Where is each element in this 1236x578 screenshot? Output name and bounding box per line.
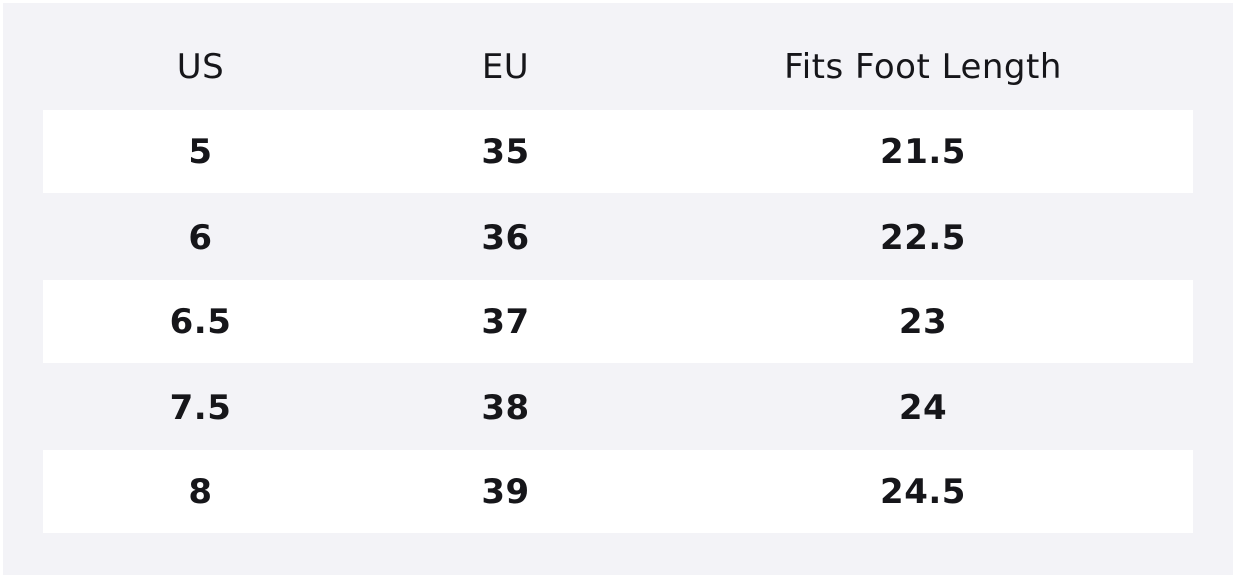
cell-us: 7.5: [169, 387, 232, 428]
header-foot-length: Fits Foot Length: [784, 47, 1062, 87]
table-row: 6 36 22.5: [43, 195, 1193, 280]
table-row: 5 35 21.5: [43, 110, 1193, 193]
cell-foot-length: 21.5: [880, 131, 966, 172]
size-chart-panel: US EU Fits Foot Length 5 35 21.5 6 36 22…: [3, 3, 1233, 575]
cell-us: 8: [188, 471, 213, 512]
cell-foot-length: 24.5: [880, 471, 966, 512]
table-header: US EU Fits Foot Length: [43, 25, 1193, 109]
cell-foot-length: 24: [898, 387, 948, 428]
table-row: 6.5 37 23: [43, 280, 1193, 363]
header-us: US: [176, 47, 225, 87]
cell-us: 6: [188, 217, 213, 258]
header-eu: EU: [481, 47, 530, 87]
cell-eu: 37: [481, 301, 530, 342]
cell-us: 5: [188, 131, 213, 172]
cell-eu: 36: [481, 217, 530, 258]
table-row: 7.5 38 24: [43, 365, 1193, 450]
table-body: 5 35 21.5 6 36 22.5 6.5 37 23 7.5 38 24 …: [43, 110, 1193, 535]
cell-eu: 35: [481, 131, 530, 172]
cell-foot-length: 23: [898, 301, 948, 342]
cell-eu: 38: [481, 387, 530, 428]
cell-eu: 39: [481, 471, 530, 512]
table-row: 8 39 24.5: [43, 450, 1193, 533]
cell-us: 6.5: [169, 301, 232, 342]
cell-foot-length: 22.5: [880, 217, 966, 258]
